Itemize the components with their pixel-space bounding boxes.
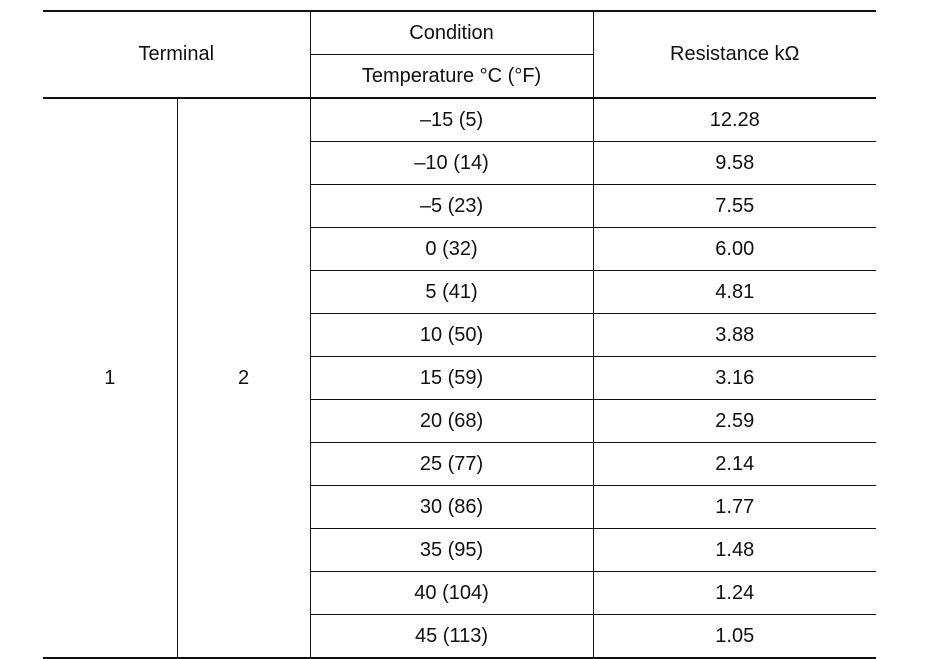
terminal-header: Terminal <box>43 10 311 99</box>
temperature-cell: 5 (41) <box>309 270 594 314</box>
terminal-2-cell: 2 <box>176 98 311 659</box>
table-body: 1 2 –15 (5) 12.28 –10 (14) 9.58 –5 (23) … <box>43 98 877 659</box>
resistance-cell: 7.55 <box>592 184 877 228</box>
table-row: 10 (50) 3.88 <box>43 313 877 357</box>
table-row: 45 (113) 1.05 <box>43 614 877 659</box>
resistance-cell: 9.58 <box>592 141 877 185</box>
resistance-cell: 2.59 <box>592 399 877 443</box>
temperature-cell: 10 (50) <box>309 313 594 357</box>
resistance-cell: 3.88 <box>592 313 877 357</box>
thermistor-resistance-table: Terminal Condition Resistance kΩ Tempera… <box>43 10 877 659</box>
header-row-1: Terminal Condition Resistance kΩ <box>43 10 877 99</box>
temperature-cell: 15 (59) <box>309 356 594 400</box>
table-row: 40 (104) 1.24 <box>43 571 877 615</box>
temperature-cell: 35 (95) <box>309 528 594 572</box>
resistance-cell: 1.48 <box>592 528 877 572</box>
temperature-cell: 30 (86) <box>309 485 594 529</box>
table-row: 15 (59) 3.16 <box>43 356 877 400</box>
resistance-cell: 4.81 <box>592 270 877 314</box>
table-row: 25 (77) 2.14 <box>43 442 877 486</box>
temperature-cell: 25 (77) <box>309 442 594 486</box>
temperature-cell: 45 (113) <box>309 614 594 659</box>
resistance-table-container: Terminal Condition Resistance kΩ Tempera… <box>43 10 877 659</box>
header-row-2: Temperature °C (°F) <box>43 54 876 99</box>
terminal-1-cell: 1 <box>43 98 177 659</box>
table-header: Terminal Condition Resistance kΩ Tempera… <box>43 10 877 99</box>
resistance-cell: 12.28 <box>592 98 877 142</box>
resistance-cell: 1.77 <box>592 485 877 529</box>
temperature-cell: 20 (68) <box>309 399 594 443</box>
table-row: 5 (41) 4.81 <box>43 270 877 314</box>
temperature-cell: –5 (23) <box>309 184 594 228</box>
condition-header: Condition <box>309 10 594 55</box>
table-row: 30 (86) 1.77 <box>43 485 877 529</box>
resistance-cell: 6.00 <box>592 227 877 271</box>
resistance-header: Resistance kΩ <box>592 10 877 99</box>
table-row: –10 (14) 9.58 <box>43 141 877 185</box>
temperature-cell: –15 (5) <box>309 98 594 142</box>
resistance-cell: 1.05 <box>592 614 877 659</box>
table-row: 0 (32) 6.00 <box>43 227 877 271</box>
table-row: 1 2 –15 (5) 12.28 <box>43 98 877 659</box>
resistance-cell: 2.14 <box>592 442 877 486</box>
table-row: 20 (68) 2.59 <box>43 399 877 443</box>
temperature-header: Temperature °C (°F) <box>309 54 594 99</box>
temperature-cell: 0 (32) <box>309 227 594 271</box>
temperature-cell: 40 (104) <box>309 571 594 615</box>
table-row: 35 (95) 1.48 <box>43 528 877 572</box>
resistance-cell: 1.24 <box>592 571 877 615</box>
table-row: –5 (23) 7.55 <box>43 184 877 228</box>
temperature-cell: –10 (14) <box>309 141 594 185</box>
resistance-cell: 3.16 <box>592 356 877 400</box>
